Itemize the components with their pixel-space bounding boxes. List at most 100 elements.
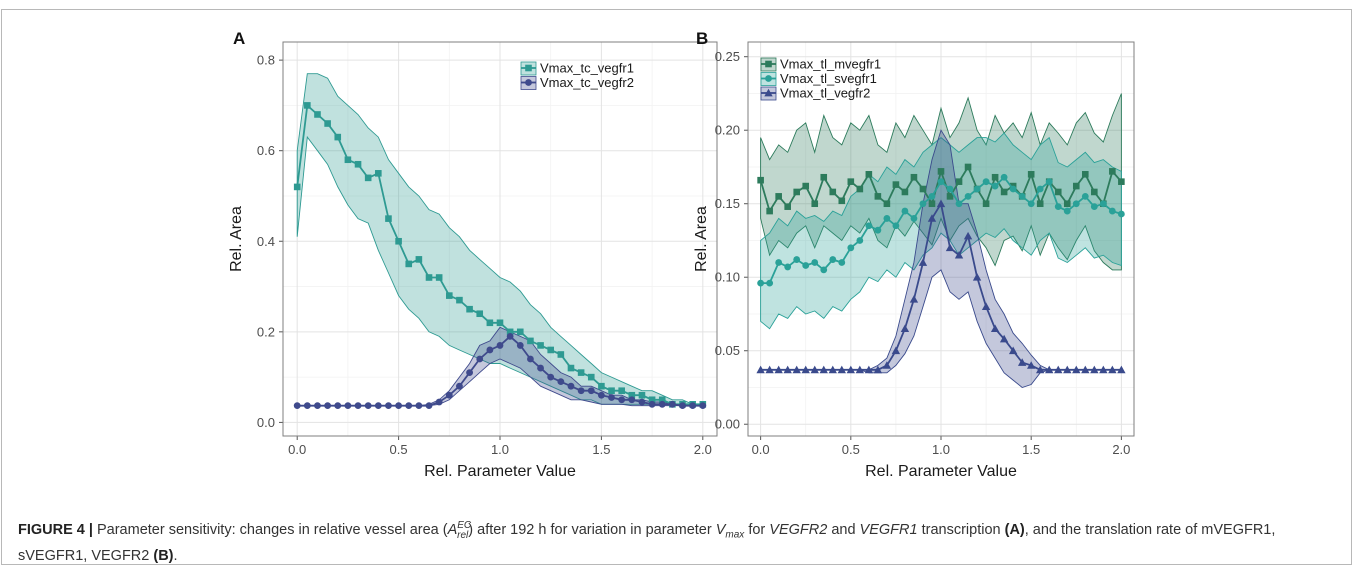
data-point — [946, 185, 954, 193]
data-point — [765, 365, 774, 374]
data-point — [865, 171, 873, 178]
data-point — [774, 365, 783, 374]
caption-text: . — [173, 547, 178, 564]
data-point — [829, 256, 837, 263]
data-point — [927, 214, 937, 222]
data-point — [981, 302, 991, 310]
data-point — [856, 237, 864, 244]
data-point — [802, 262, 810, 269]
data-point — [829, 188, 837, 196]
data-point — [304, 102, 311, 109]
data-point — [425, 274, 433, 281]
data-point — [658, 400, 666, 408]
data-point — [527, 337, 534, 345]
data-point — [486, 346, 494, 354]
caption-text: Parameter sensitivity: changes in relati… — [92, 521, 448, 538]
legend-marker — [765, 60, 772, 68]
data-point — [1118, 178, 1125, 185]
legend-label: Vmax_tl_vegfr2 — [780, 86, 870, 101]
data-point — [874, 193, 882, 200]
data-point — [567, 364, 575, 372]
data-point — [784, 263, 792, 271]
data-point — [1081, 192, 1089, 200]
data-point — [883, 215, 891, 222]
y-tick-label: 0.00 — [715, 417, 740, 432]
area-symbol-sub: rel — [457, 529, 469, 541]
data-point — [598, 382, 605, 390]
plot-border — [747, 41, 1135, 437]
data-point — [964, 192, 972, 200]
data-point — [873, 365, 883, 374]
data-point — [527, 355, 534, 363]
data-point — [314, 402, 321, 410]
data-point — [1036, 185, 1044, 193]
data-point — [766, 279, 774, 287]
x-tick-label: 0.0 — [288, 442, 306, 457]
data-point — [547, 346, 555, 354]
data-point — [658, 396, 666, 404]
data-point — [567, 382, 575, 390]
data-point — [395, 402, 402, 410]
x-tick-label: 1.0 — [491, 442, 509, 457]
data-point — [445, 292, 453, 299]
data-point — [456, 296, 463, 304]
x-tick-label: 0.5 — [842, 442, 860, 457]
data-point — [900, 324, 910, 333]
data-point — [775, 193, 782, 200]
data-point — [838, 197, 846, 205]
x-tick-label: 2.0 — [694, 442, 712, 457]
data-point — [1099, 200, 1107, 208]
data-point — [435, 398, 443, 406]
confidence-band — [760, 132, 1122, 330]
data-point — [598, 391, 605, 399]
data-point — [476, 355, 484, 363]
panel-b-ref: (B) — [153, 547, 174, 564]
data-point — [855, 365, 865, 374]
data-point — [909, 295, 919, 303]
y-axis-title: Rel. Area — [228, 206, 245, 272]
data-point — [838, 259, 846, 266]
data-point — [587, 387, 595, 395]
data-point — [964, 163, 972, 171]
data-point — [1036, 365, 1045, 374]
data-point — [496, 319, 504, 327]
data-point — [516, 328, 524, 336]
panel-a-ref: (A) — [1004, 521, 1025, 538]
figure-caption: FIGURE 4 | Parameter sensitivity: change… — [18, 515, 1338, 567]
caption-text: for — [744, 521, 770, 538]
data-point — [496, 342, 504, 349]
data-point — [1027, 171, 1035, 178]
data-point — [882, 361, 892, 369]
x-axis-title: Rel. Parameter Value — [865, 463, 1017, 480]
data-point — [506, 328, 514, 336]
data-point — [775, 259, 783, 266]
data-point — [820, 173, 828, 181]
data-point — [1090, 365, 1099, 374]
data-point — [547, 373, 555, 381]
data-point — [405, 402, 413, 410]
data-point — [937, 168, 945, 175]
data-point — [324, 402, 332, 410]
data-point — [557, 351, 565, 358]
data-point — [628, 391, 636, 399]
data-point — [892, 181, 900, 188]
data-point — [756, 365, 765, 374]
data-point — [1036, 200, 1044, 208]
y-tick-label: 0.25 — [715, 49, 740, 64]
data-point — [1027, 200, 1035, 208]
x-tick-label: 1.5 — [592, 442, 610, 457]
data-point — [1000, 188, 1008, 196]
data-point — [910, 215, 918, 222]
data-point — [999, 334, 1009, 343]
data-point — [608, 394, 615, 401]
data-point — [1117, 365, 1126, 374]
data-point — [1063, 207, 1071, 215]
data-point — [303, 402, 311, 410]
data-point — [537, 364, 544, 372]
data-point — [689, 402, 697, 410]
legend-marker — [765, 75, 772, 82]
data-point — [425, 402, 433, 410]
data-point — [801, 365, 810, 374]
data-point — [919, 200, 927, 208]
